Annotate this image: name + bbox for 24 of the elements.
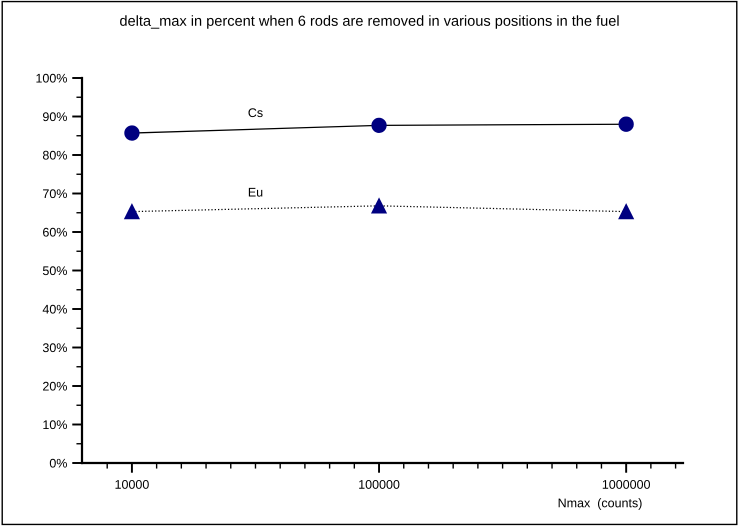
y-tick-label: 90%: [42, 112, 67, 122]
y-tick-label: 20%: [43, 382, 67, 391]
series-label: Eu: [248, 188, 262, 197]
y-tick-label: 50%: [42, 266, 67, 276]
y-tick-label: 30%: [42, 343, 67, 352]
series-label: Cs: [248, 108, 263, 118]
point: [371, 198, 387, 214]
y-tick-label: 40%: [42, 304, 67, 314]
x-tick-label: 100000: [359, 480, 400, 489]
y-tick-label: 10%: [43, 420, 67, 430]
point: [124, 204, 140, 220]
point: [618, 116, 634, 132]
y-tick-label: 70%: [43, 189, 67, 198]
y-tick-label: 100%: [36, 74, 67, 83]
point: [618, 204, 634, 220]
x-tick-label: 1000000: [602, 480, 650, 489]
point: [124, 125, 140, 141]
y-tick-label: 0%: [50, 458, 67, 468]
point: [371, 118, 387, 133]
x-axis-title: Nmax (counts): [558, 498, 642, 510]
x-tick-label: 10000: [115, 480, 149, 489]
y-tick-label: 80%: [42, 150, 67, 160]
y-tick-label: 60%: [43, 228, 67, 237]
chart-title: delta_max in percent when 6 rods are removed in various positions in the fuel: [120, 15, 619, 29]
